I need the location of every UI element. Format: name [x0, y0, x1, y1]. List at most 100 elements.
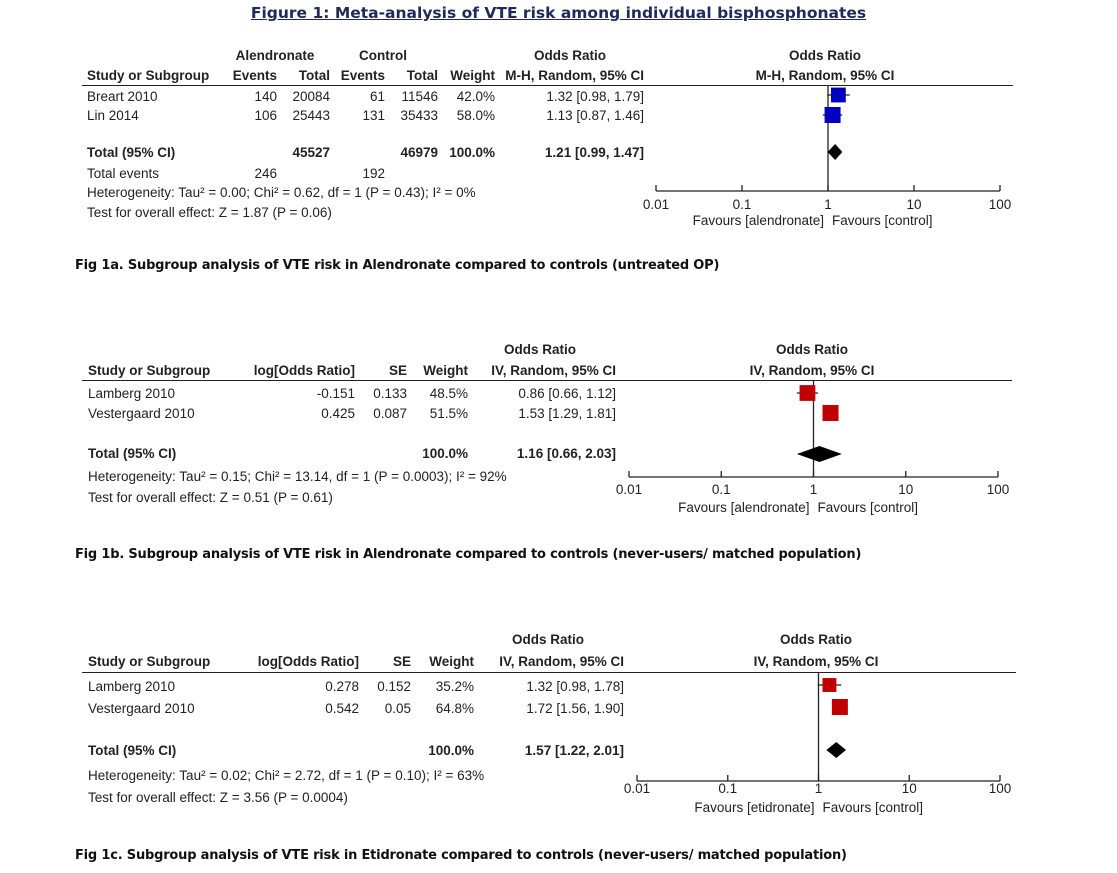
total-or-ci: 1.57 [1.22, 2.01] [524, 743, 624, 758]
col-header-se: SE [388, 363, 407, 378]
t-total: 20084 [292, 89, 330, 104]
log-or: 0.425 [321, 406, 355, 421]
col-header-t-total: Total [298, 68, 330, 83]
x-tick-label: 100 [989, 781, 1012, 796]
pooled-estimate-diamond [826, 742, 847, 758]
total-or-ci: 1.16 [0.66, 2.03] [516, 446, 616, 461]
log-or: 0.278 [325, 679, 359, 694]
favours-right-label: Favours [control] [818, 500, 919, 515]
c-events: 131 [362, 108, 385, 123]
forest-plot-area: 0.01 0.1 1 10 100 Favours [etidronate] Favours… [624, 672, 1012, 815]
weight: 48.5% [429, 386, 468, 401]
total-label: Total (95% CI) [87, 145, 176, 160]
plot-or-header: Odds Ratio [788, 48, 861, 63]
t-events: 140 [254, 89, 277, 104]
c-total: 11546 [401, 89, 438, 104]
or-ci: 1.13 [0.87, 1.46] [546, 108, 644, 123]
plot-method-header: IV, Random, 95% CI [749, 363, 875, 378]
x-tick-label: 1 [810, 482, 818, 497]
pooled-estimate-diamond [827, 144, 843, 160]
study-marker [824, 107, 841, 123]
total-events-label: Total events [87, 166, 160, 181]
total-t-events: 246 [254, 166, 277, 181]
forest-plot-area: 0.01 0.1 1 10 100 Favours [alendronate] Favour… [616, 380, 1010, 515]
study-name: Lin 2014 [87, 108, 139, 123]
study-marker [822, 405, 839, 421]
plot-or-header: Odds Ratio [775, 342, 848, 357]
weight: 35.2% [435, 679, 474, 694]
weight: 64.8% [435, 701, 474, 716]
total-or-ci: 1.21 [0.99, 1.47] [544, 145, 644, 160]
group-header-control: Control [359, 48, 407, 63]
col-header-study: Study or Subgroup [88, 363, 211, 378]
x-tick-label: 10 [902, 781, 917, 796]
study-marker [830, 87, 846, 103]
study-name: Breart 2010 [87, 89, 158, 104]
group-header-treatment: Alendronate [235, 48, 315, 63]
favours-right-label: Favours [control] [823, 800, 924, 815]
or-ci: 1.53 [1.29, 1.81] [518, 406, 616, 421]
x-tick-label: 100 [987, 482, 1010, 497]
heterogeneity: Heterogeneity: Tau² = 0.00; Chi² = 0.62,… [87, 185, 476, 200]
study-name: Lamberg 2010 [88, 386, 176, 401]
se: 0.152 [377, 679, 411, 694]
figure-title-text: Figure 1: Meta-analysis of VTE risk amon… [250, 4, 867, 22]
se: 0.087 [373, 406, 407, 421]
or-header: Odds Ratio [533, 48, 606, 63]
x-tick-label: 10 [898, 482, 913, 497]
x-tick-label: 10 [906, 197, 921, 212]
caption: Fig 1a. Subgroup analysis of VTE risk in… [75, 258, 720, 273]
study-marker [799, 385, 816, 401]
weight: 51.5% [429, 406, 468, 421]
col-header-weight: Weight [429, 654, 474, 669]
favours-right-label: Favours [control] [832, 213, 933, 228]
col-header-c-events: Events [340, 68, 385, 83]
total-label: Total (95% CI) [88, 446, 177, 461]
col-header-weight: Weight [450, 68, 495, 83]
favours-left-label: Favours [alendronate] [693, 213, 824, 228]
total-weight: 100.0% [449, 145, 495, 160]
heterogeneity: Heterogeneity: Tau² = 0.02; Chi² = 2.72,… [88, 768, 485, 783]
study-name: Vestergaard 2010 [88, 406, 195, 421]
heterogeneity: Heterogeneity: Tau² = 0.15; Chi² = 13.14… [88, 469, 507, 484]
total-c-total: 46979 [400, 145, 438, 160]
overall-effect: Test for overall effect: Z = 0.51 (P = 0… [88, 490, 333, 505]
total-weight: 100.0% [422, 446, 468, 461]
header-divider [82, 380, 1012, 381]
c-total: 35433 [400, 108, 438, 123]
col-header-c-total: Total [406, 68, 438, 83]
x-tick-label: 100 [989, 197, 1012, 212]
header-divider [82, 672, 1016, 673]
caption: Fig 1c. Subgroup analysis of VTE risk in… [75, 848, 847, 863]
caption: Fig 1b. Subgroup analysis of VTE risk in… [75, 547, 862, 562]
pooled-estimate-diamond [796, 446, 842, 462]
favours-left-label: Favours [alendronate] [678, 500, 809, 515]
x-tick-label: 1 [815, 781, 823, 796]
col-header-or: IV, Random, 95% CI [499, 654, 624, 669]
total-label: Total (95% CI) [88, 743, 177, 758]
header-divider [82, 85, 1013, 86]
t-total: 25443 [292, 108, 330, 123]
col-header-weight: Weight [423, 363, 468, 378]
c-events: 61 [369, 89, 385, 104]
or-ci: 0.86 [0.66, 1.12] [518, 386, 616, 401]
x-tick-label: 0.01 [616, 482, 642, 497]
total-weight: 100.0% [428, 743, 474, 758]
or-header: Odds Ratio [503, 342, 576, 357]
or-ci: 1.32 [0.98, 1.79] [546, 89, 644, 104]
col-header-se: SE [392, 654, 411, 669]
x-tick-label: 0.1 [712, 482, 731, 497]
total-t-total: 45527 [292, 145, 330, 160]
col-header-log-or: log[Odds Ratio] [257, 654, 359, 669]
or-header: Odds Ratio [511, 632, 584, 647]
col-header-study: Study or Subgroup [88, 654, 211, 669]
col-header-log-or: log[Odds Ratio] [253, 363, 355, 378]
x-tick-label: 0.01 [624, 781, 650, 796]
x-tick-label: 0.1 [733, 197, 752, 212]
col-header-or: IV, Random, 95% CI [491, 363, 616, 378]
study-marker [822, 678, 837, 692]
se: 0.05 [384, 701, 411, 716]
log-or: 0.542 [325, 701, 359, 716]
or-ci: 1.72 [1.56, 1.90] [526, 701, 624, 716]
t-events: 106 [254, 108, 277, 123]
